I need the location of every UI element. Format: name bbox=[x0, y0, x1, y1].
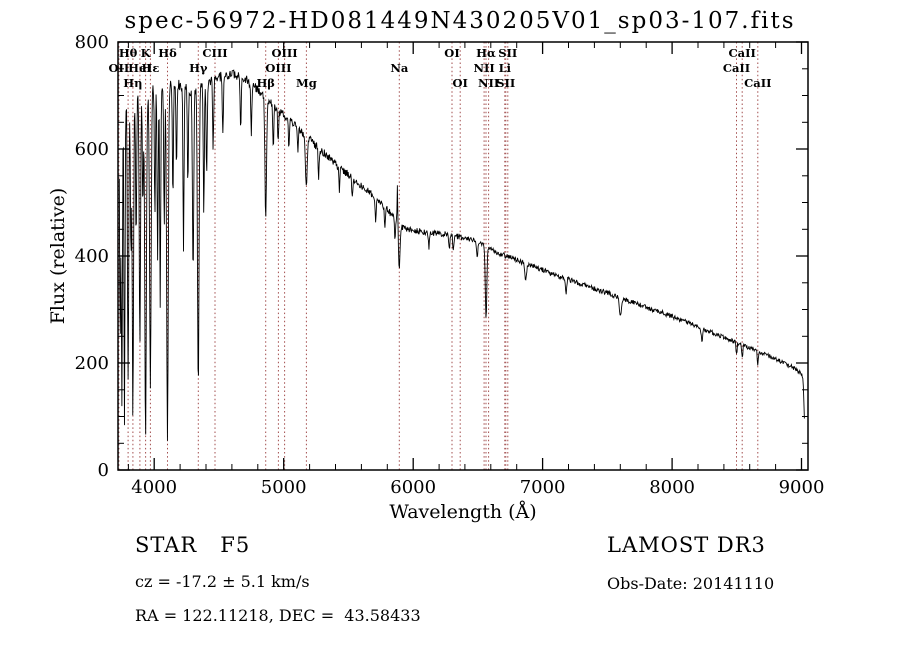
svg-text:800: 800 bbox=[75, 32, 109, 53]
plot-content: OIIHθHηHeIKHεHδHγCIIIHβOIIIOIIIMgNaOIOIN… bbox=[75, 32, 825, 498]
cz-value: cz = -17.2 ± 5.1 km/s bbox=[135, 572, 310, 591]
svg-text:Mg: Mg bbox=[296, 76, 317, 90]
svg-text:HeI: HeI bbox=[128, 61, 152, 75]
svg-text:5000: 5000 bbox=[261, 477, 307, 498]
svg-text:400: 400 bbox=[75, 246, 109, 267]
svg-text:OIII: OIII bbox=[265, 61, 291, 75]
svg-text:OI: OI bbox=[444, 46, 459, 60]
svg-text:CaII: CaII bbox=[729, 46, 756, 60]
svg-text:NII: NII bbox=[478, 76, 499, 90]
figure-title: spec-56972-HD081449N430205V01_sp03-107.f… bbox=[124, 8, 796, 34]
svg-text:Hβ: Hβ bbox=[256, 76, 275, 90]
svg-text:Li: Li bbox=[499, 61, 512, 75]
survey-label: LAMOST DR3 bbox=[607, 533, 766, 557]
svg-text:Hη: Hη bbox=[123, 76, 142, 90]
spectrum-trace bbox=[118, 69, 805, 441]
svg-text:CaII: CaII bbox=[744, 76, 771, 90]
ra-dec-value: RA = 122.11218, DEC = 43.58433 bbox=[135, 606, 421, 625]
svg-text:SII: SII bbox=[498, 46, 517, 60]
svg-text:8000: 8000 bbox=[649, 477, 695, 498]
svg-text:200: 200 bbox=[75, 353, 109, 374]
svg-text:4000: 4000 bbox=[131, 477, 177, 498]
svg-text:SII: SII bbox=[496, 76, 515, 90]
y-axis-label: Flux (relative) bbox=[47, 188, 69, 325]
svg-text:Hε: Hε bbox=[141, 61, 159, 75]
svg-text:Hα: Hα bbox=[476, 46, 496, 60]
svg-text:Hγ: Hγ bbox=[189, 61, 208, 75]
svg-text:600: 600 bbox=[75, 139, 109, 160]
svg-text:CIII: CIII bbox=[202, 46, 227, 60]
svg-text:OII: OII bbox=[109, 61, 130, 75]
svg-text:OIII: OIII bbox=[272, 46, 298, 60]
svg-text:NII: NII bbox=[473, 61, 494, 75]
svg-text:K: K bbox=[141, 46, 152, 60]
spectral-line-labels: OIIHθHηHeIKHεHδHγCIIIHβOIIIOIIIMgNaOIOIN… bbox=[109, 46, 772, 90]
object-class-label: STAR F5 bbox=[135, 533, 251, 557]
svg-text:7000: 7000 bbox=[520, 477, 566, 498]
obs-date-value: Obs-Date: 20141110 bbox=[607, 574, 775, 593]
svg-text:CaII: CaII bbox=[723, 61, 750, 75]
svg-text:6000: 6000 bbox=[390, 477, 436, 498]
svg-text:Hθ: Hθ bbox=[119, 46, 138, 60]
svg-text:OI: OI bbox=[452, 76, 467, 90]
svg-text:Hδ: Hδ bbox=[158, 46, 177, 60]
x-axis-label: Wavelength (Å) bbox=[389, 501, 536, 523]
svg-text:0: 0 bbox=[98, 460, 109, 481]
axes: 4000 5000 6000 7000 8000 9000 0 200 400 600 800 bbox=[75, 32, 825, 498]
svg-text:9000: 9000 bbox=[779, 477, 825, 498]
svg-text:Na: Na bbox=[390, 61, 409, 75]
spectral-line-markers bbox=[118, 42, 759, 470]
